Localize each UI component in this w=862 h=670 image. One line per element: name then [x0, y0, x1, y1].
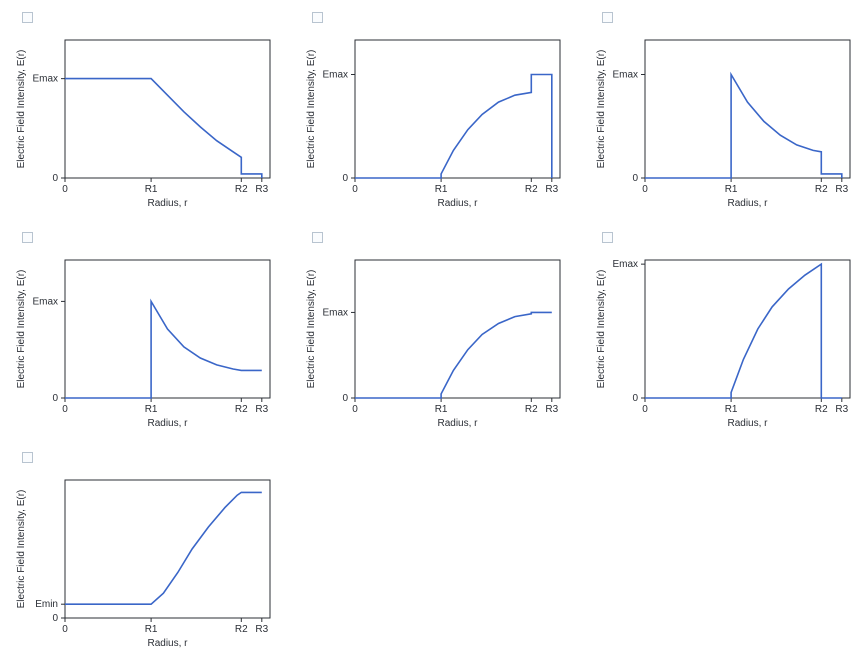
- x-origin-label: 0: [62, 184, 68, 195]
- data-curve: [645, 264, 842, 398]
- x-tick-label-R1: R1: [145, 184, 158, 195]
- x-axis-label: Radius, r: [147, 638, 188, 649]
- x-tick-label-R1: R1: [435, 184, 448, 195]
- chart-panel-d: 0 R1 R2 R3 Radius, r 0 Emax Electric Field Inte…: [10, 230, 290, 440]
- x-tick-label-R3: R3: [835, 184, 848, 195]
- x-tick-label-R3: R3: [835, 404, 848, 415]
- x-tick-label-R2: R2: [235, 184, 248, 195]
- y-axis-label: Electric Field Intensity, E(r): [306, 270, 317, 389]
- y-axis-label: Electric Field Intensity, E(r): [16, 270, 27, 389]
- chart-svg: 0 R1 R2 R3 Radius, r 0 Emin Electric Field Inte…: [10, 468, 280, 653]
- panel-checkbox[interactable]: [602, 12, 613, 23]
- chart-panel-f: 0 R1 R2 R3 Radius, r 0 Emax Electric Field Inte…: [590, 230, 862, 440]
- chart-grid: 0 R1 R2 R3 Radius, r 0 Emax Electric Field Inte…: [10, 10, 852, 660]
- plot-area: 0 R1 R2 R3 Radius, r 0 Emax Electric Field Inte…: [300, 248, 580, 440]
- x-origin-label: 0: [62, 624, 68, 635]
- chart-svg: 0 R1 R2 R3 Radius, r 0 Emax Electric Field Inte…: [300, 28, 570, 213]
- y-marker-label: Emax: [612, 70, 638, 81]
- y-marker-label: Emin: [35, 599, 58, 610]
- plot-area: 0 R1 R2 R3 Radius, r 0 Emin Electric Field Inte…: [10, 468, 290, 660]
- data-curve: [355, 75, 552, 179]
- x-tick-label-R3: R3: [255, 624, 268, 635]
- x-axis-label: Radius, r: [437, 198, 478, 209]
- x-tick-label-R2: R2: [525, 184, 538, 195]
- y-axis-label: Electric Field Intensity, E(r): [16, 50, 27, 169]
- x-origin-label: 0: [352, 404, 358, 415]
- y-axis-label: Electric Field Intensity, E(r): [596, 50, 607, 169]
- y-origin-label: 0: [52, 173, 58, 184]
- y-origin-label: 0: [342, 393, 348, 404]
- x-origin-label: 0: [352, 184, 358, 195]
- y-axis-label: Electric Field Intensity, E(r): [306, 50, 317, 169]
- y-origin-label: 0: [342, 173, 348, 184]
- x-tick-label-R2: R2: [525, 404, 538, 415]
- chart-panel-e: 0 R1 R2 R3 Radius, r 0 Emax Electric Field Inte…: [300, 230, 580, 440]
- chart-svg: 0 R1 R2 R3 Radius, r 0 Emax Electric Field Inte…: [590, 248, 860, 433]
- x-origin-label: 0: [642, 184, 648, 195]
- plot-area: 0 R1 R2 R3 Radius, r 0 Emax Electric Field Inte…: [300, 28, 580, 220]
- panel-checkbox[interactable]: [602, 232, 613, 243]
- x-tick-label-R1: R1: [725, 404, 738, 415]
- x-axis-label: Radius, r: [147, 198, 188, 209]
- data-curve: [645, 75, 842, 179]
- data-curve: [65, 492, 262, 604]
- plot-area: 0 R1 R2 R3 Radius, r 0 Emax Electric Field Inte…: [10, 28, 290, 220]
- chart-panel-b: 0 R1 R2 R3 Radius, r 0 Emax Electric Field Inte…: [300, 10, 580, 220]
- plot-area: 0 R1 R2 R3 Radius, r 0 Emax Electric Field Inte…: [10, 248, 290, 440]
- x-tick-label-R3: R3: [545, 404, 558, 415]
- y-marker-label: Emax: [322, 307, 348, 318]
- y-origin-label: 0: [632, 393, 638, 404]
- panel-checkbox[interactable]: [312, 12, 323, 23]
- x-axis-label: Radius, r: [727, 418, 768, 429]
- plot-area: 0 R1 R2 R3 Radius, r 0 Emax Electric Field Inte…: [590, 248, 862, 440]
- y-origin-label: 0: [52, 393, 58, 404]
- x-tick-label-R1: R1: [145, 404, 158, 415]
- chart-panel-c: 0 R1 R2 R3 Radius, r 0 Emax Electric Field Inte…: [590, 10, 862, 220]
- chart-panel-a: 0 R1 R2 R3 Radius, r 0 Emax Electric Field Inte…: [10, 10, 290, 220]
- x-tick-label-R2: R2: [815, 404, 828, 415]
- x-axis-label: Radius, r: [147, 418, 188, 429]
- x-tick-label-R1: R1: [725, 184, 738, 195]
- y-axis-label: Electric Field Intensity, E(r): [16, 490, 27, 609]
- x-tick-label-R2: R2: [235, 624, 248, 635]
- x-axis-label: Radius, r: [437, 418, 478, 429]
- panel-checkbox[interactable]: [22, 232, 33, 243]
- x-tick-label-R3: R3: [255, 404, 268, 415]
- x-tick-label-R2: R2: [815, 184, 828, 195]
- y-origin-label: 0: [52, 613, 58, 624]
- y-marker-label: Emax: [612, 259, 638, 270]
- x-tick-label-R1: R1: [145, 624, 158, 635]
- y-marker-label: Emax: [32, 296, 58, 307]
- y-axis-label: Electric Field Intensity, E(r): [596, 270, 607, 389]
- y-marker-label: Emax: [32, 74, 58, 85]
- chart-svg: 0 R1 R2 R3 Radius, r 0 Emax Electric Field Inte…: [300, 248, 570, 433]
- x-tick-label-R1: R1: [435, 404, 448, 415]
- panel-checkbox[interactable]: [22, 452, 33, 463]
- chart-panel-g: 0 R1 R2 R3 Radius, r 0 Emin Electric Field Inte…: [10, 450, 290, 660]
- panel-checkbox[interactable]: [312, 232, 323, 243]
- panel-checkbox[interactable]: [22, 12, 33, 23]
- plot-area: 0 R1 R2 R3 Radius, r 0 Emax Electric Field Inte…: [590, 28, 862, 220]
- y-marker-label: Emax: [322, 70, 348, 81]
- chart-svg: 0 R1 R2 R3 Radius, r 0 Emax Electric Field Inte…: [10, 248, 280, 433]
- data-curve: [355, 312, 552, 398]
- x-tick-label-R3: R3: [545, 184, 558, 195]
- data-curve: [65, 301, 262, 398]
- x-axis-label: Radius, r: [727, 198, 768, 209]
- chart-svg: 0 R1 R2 R3 Radius, r 0 Emax Electric Field Inte…: [590, 28, 860, 213]
- chart-svg: 0 R1 R2 R3 Radius, r 0 Emax Electric Field Inte…: [10, 28, 280, 213]
- x-origin-label: 0: [642, 404, 648, 415]
- y-origin-label: 0: [632, 173, 638, 184]
- x-origin-label: 0: [62, 404, 68, 415]
- data-curve: [65, 79, 262, 178]
- x-tick-label-R3: R3: [255, 184, 268, 195]
- x-tick-label-R2: R2: [235, 404, 248, 415]
